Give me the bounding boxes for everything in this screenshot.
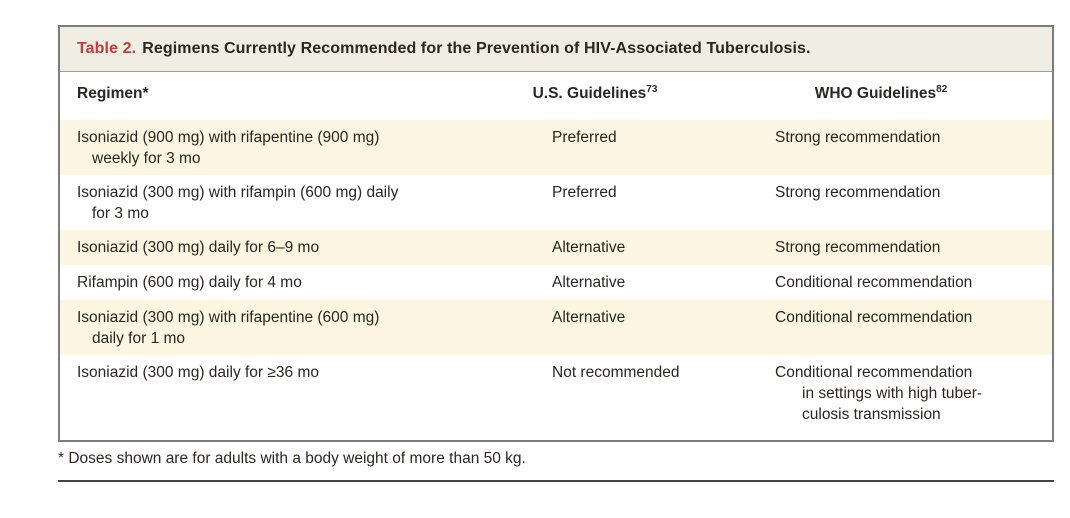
who-guidelines-cell: Conditional recommendation [775,274,973,291]
table-2-card: Table 2. Regimens Currently Recommended … [58,25,1054,442]
column-header-us-guidelines: U.S. Guidelines73 [532,83,658,102]
us-guidelines-cell: Preferred [552,184,617,201]
table-footnote: * Doses shown are for adults with a body… [58,450,526,467]
us-guidelines-cell: Alternative [552,309,626,326]
table-header-row: Regimen* U.S. Guidelines73 WHO Guideline… [60,72,1052,120]
column-header-who-guidelines: WHO Guidelines82 [814,83,948,102]
who-guidelines-cell: Strong recommendation [775,129,941,146]
us-guidelines-cell: Alternative [552,239,626,256]
regimen-cell: Rifampin (600 mg) daily for 4 mo [77,274,302,291]
table-row: Isoniazid (300 mg) with rifapentine (600… [60,300,1052,355]
regimen-cell: Isoniazid (300 mg) with rifapentine (600… [77,309,380,347]
table-row: Isoniazid (300 mg) daily for ≥36 mo Not … [60,355,1052,440]
regimen-cell: Isoniazid (300 mg) with rifampin (600 mg… [77,184,399,222]
us-guidelines-cell: Alternative [552,274,626,291]
us-guidelines-cell: Preferred [552,129,617,146]
table-row: Rifampin (600 mg) daily for 4 mo Alterna… [60,265,1052,300]
footnote-divider-rule [58,480,1054,482]
table-title-bar: Table 2. Regimens Currently Recommended … [60,27,1052,72]
regimen-cell: Isoniazid (900 mg) with rifapentine (900… [77,129,380,167]
table-row: Isoniazid (300 mg) with rifampin (600 mg… [60,175,1052,230]
table-row: Isoniazid (900 mg) with rifapentine (900… [60,120,1052,175]
table-row: Isoniazid (300 mg) daily for 6–9 mo Alte… [60,230,1052,265]
who-guidelines-cell: Conditional recommendation in settings w… [775,364,983,423]
regimen-cell: Isoniazid (300 mg) daily for 6–9 mo [77,239,320,256]
who-guidelines-cell: Strong recommendation [775,184,941,201]
us-guidelines-cell: Not recommended [552,364,680,381]
who-guidelines-cell: Strong recommendation [775,239,941,256]
regimen-cell: Isoniazid (300 mg) daily for ≥36 mo [77,364,319,381]
column-header-regimen: Regimen* [77,85,149,102]
table-title-text: Regimens Currently Recommended for the P… [142,40,811,57]
table-number-label: Table 2. [77,40,137,57]
who-guidelines-cell: Conditional recommendation [775,309,973,326]
